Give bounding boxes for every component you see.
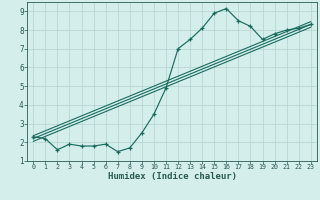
- X-axis label: Humidex (Indice chaleur): Humidex (Indice chaleur): [108, 172, 236, 181]
